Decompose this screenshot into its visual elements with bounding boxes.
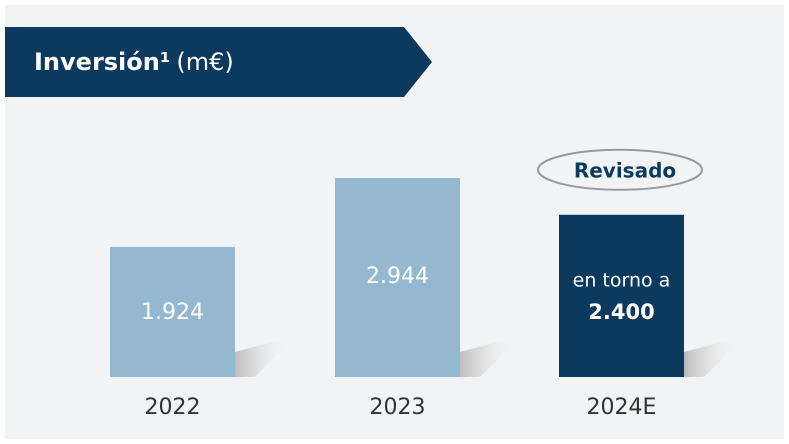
annotation: en torno a bbox=[573, 269, 671, 291]
title-main: Inversión¹ bbox=[34, 48, 170, 76]
bar-shadow bbox=[684, 339, 734, 377]
value-label: 1.924 bbox=[141, 300, 204, 325]
bar bbox=[559, 214, 684, 377]
bar-shadow bbox=[460, 339, 510, 377]
chart-title: Inversión¹ (m€) bbox=[34, 48, 234, 76]
title-banner bbox=[5, 27, 432, 97]
bar-shadow bbox=[235, 339, 285, 377]
plot: 2022 1.924 2023 2.944 2024E en torno a 2.400 Re… bbox=[110, 148, 734, 420]
x-tick-label: 2023 bbox=[370, 395, 426, 420]
value-label: 2.944 bbox=[366, 264, 429, 289]
x-tick-label: 2022 bbox=[145, 395, 201, 420]
value-label: 2.400 bbox=[588, 300, 654, 324]
revisado-outline bbox=[537, 148, 703, 191]
x-tick-label: 2024E bbox=[587, 395, 657, 420]
bar bbox=[110, 246, 235, 377]
title-unit: (m€) bbox=[176, 48, 233, 76]
annotation: Revisado bbox=[574, 158, 676, 182]
bar bbox=[335, 178, 460, 377]
